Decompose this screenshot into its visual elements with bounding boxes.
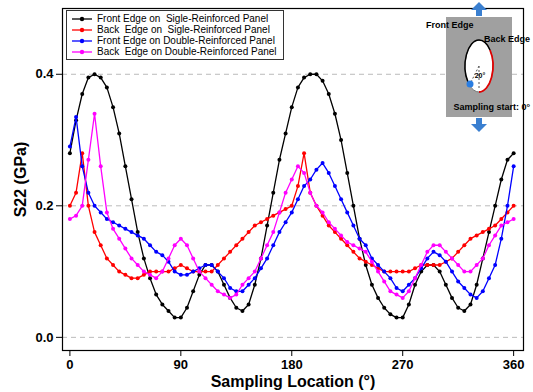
html-text:Back Edge on Sigle-Reinforced: Back Edge on Sigle-Reinforced Panel — [97, 24, 270, 35]
svg-text:0.2: 0.2 — [35, 198, 53, 213]
svg-text:0.4: 0.4 — [35, 66, 54, 81]
svg-text:270: 270 — [392, 357, 414, 372]
svg-text:0.0: 0.0 — [35, 330, 53, 345]
svg-text:Back Edge: Back Edge — [484, 34, 530, 44]
svg-text:Sampling start: 0°: Sampling start: 0° — [453, 102, 530, 112]
html-text:Back Edge on Double-Reinforced: Back Edge on Double-Reinforced Panel — [97, 46, 277, 57]
svg-text:Sampling Location (°): Sampling Location (°) — [211, 373, 376, 390]
html-text:Front Edge on Double-Reinforce: Front Edge on Double-Reinforced Panel — [97, 35, 275, 46]
svg-text:S22 (GPa): S22 (GPa) — [12, 142, 29, 218]
svg-text:0: 0 — [66, 357, 73, 372]
svg-text:Front Edge: Front Edge — [426, 20, 474, 30]
svg-text:180: 180 — [281, 357, 303, 372]
svg-text:90: 90 — [174, 357, 188, 372]
svg-text:20°: 20° — [475, 72, 486, 79]
svg-text:360: 360 — [503, 357, 525, 372]
html-text:Front Edge on Sigle-Reinforced: Front Edge on Sigle-Reinforced Panel — [97, 13, 269, 24]
